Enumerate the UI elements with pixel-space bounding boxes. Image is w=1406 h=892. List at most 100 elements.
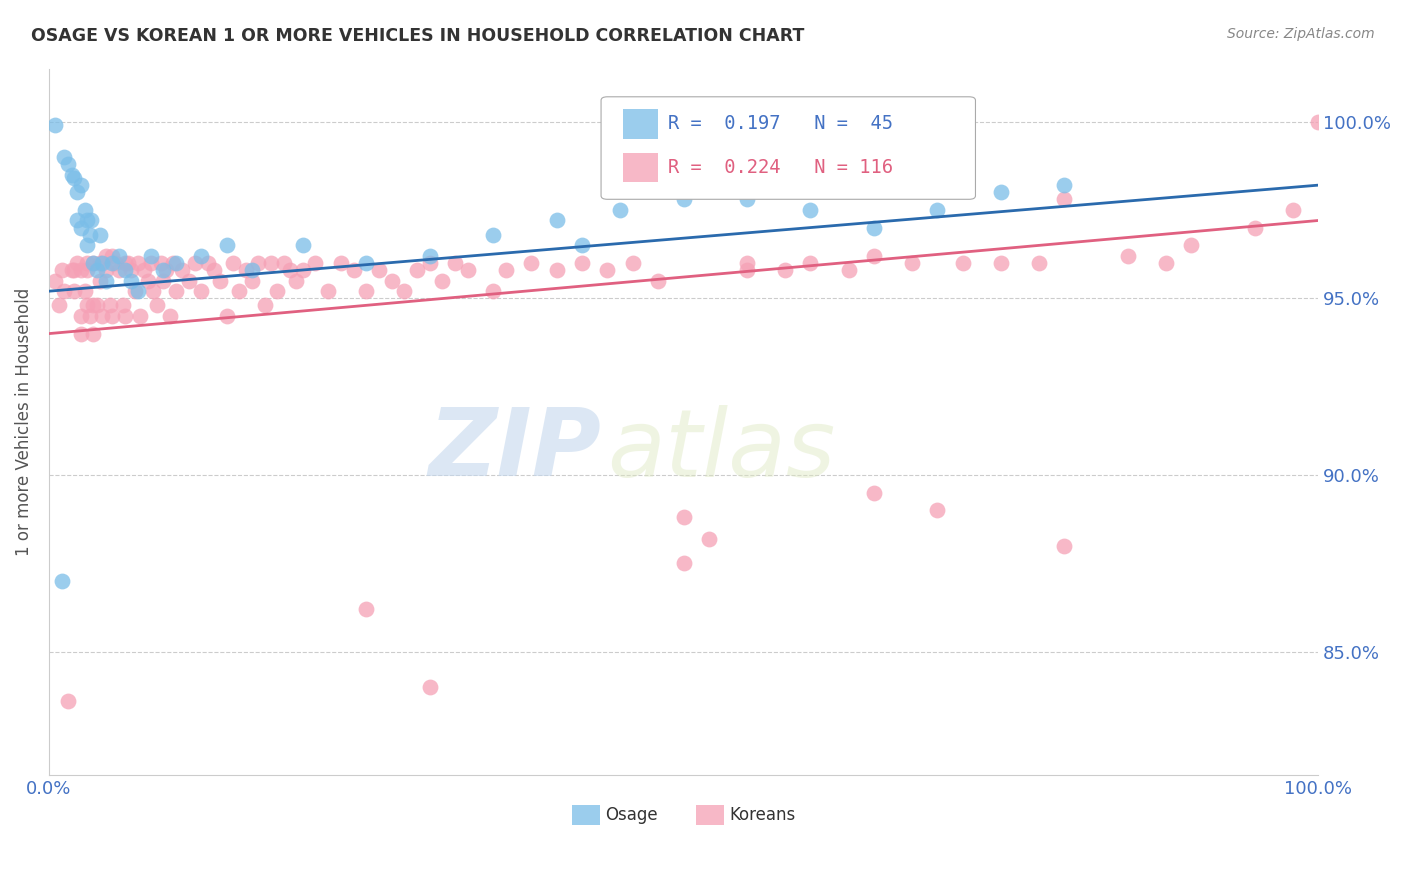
Point <box>82 326 104 341</box>
Point <box>799 256 821 270</box>
Point <box>1281 202 1303 217</box>
Point <box>139 249 162 263</box>
Point <box>1308 114 1330 128</box>
Point <box>76 238 98 252</box>
Point <box>101 249 124 263</box>
Point <box>69 326 91 341</box>
Point <box>356 284 378 298</box>
Point <box>134 263 156 277</box>
Point <box>82 256 104 270</box>
Point <box>482 227 505 242</box>
Point <box>142 284 165 298</box>
Point <box>76 263 98 277</box>
Point <box>253 298 276 312</box>
Point <box>51 574 73 588</box>
Point <box>91 256 114 270</box>
Point <box>419 256 441 270</box>
Point <box>190 284 212 298</box>
Point <box>162 256 184 270</box>
Point <box>190 249 212 263</box>
Point <box>60 168 83 182</box>
Point <box>56 694 79 708</box>
Point <box>901 256 924 270</box>
Point <box>444 256 467 270</box>
Point <box>952 256 974 270</box>
Point <box>79 227 101 242</box>
Point <box>342 263 364 277</box>
Point <box>101 256 124 270</box>
Point <box>266 284 288 298</box>
Point <box>609 202 631 217</box>
Point <box>76 256 98 270</box>
Point <box>697 532 720 546</box>
Point <box>838 263 860 277</box>
Point <box>89 227 111 242</box>
Point <box>278 263 301 277</box>
Point <box>1053 178 1076 193</box>
Point <box>129 309 152 323</box>
Point <box>76 298 98 312</box>
Point <box>107 263 129 277</box>
Text: OSAGE VS KOREAN 1 OR MORE VEHICLES IN HOUSEHOLD CORRELATION CHART: OSAGE VS KOREAN 1 OR MORE VEHICLES IN HO… <box>31 27 804 45</box>
Point <box>127 284 149 298</box>
Point <box>240 274 263 288</box>
Point <box>63 171 86 186</box>
Y-axis label: 1 or more Vehicles in Household: 1 or more Vehicles in Household <box>15 288 32 556</box>
Text: Source: ZipAtlas.com: Source: ZipAtlas.com <box>1227 27 1375 41</box>
Point <box>419 680 441 694</box>
Point <box>1028 256 1050 270</box>
Point <box>91 309 114 323</box>
Point <box>209 274 232 288</box>
Point <box>177 274 200 288</box>
Point <box>60 263 83 277</box>
Point <box>86 298 108 312</box>
Point <box>98 298 121 312</box>
Point <box>159 309 181 323</box>
Point <box>596 263 619 277</box>
Point <box>114 256 136 270</box>
Point <box>381 274 404 288</box>
Point <box>172 263 194 277</box>
Point <box>773 263 796 277</box>
Point <box>197 256 219 270</box>
Point <box>735 192 758 206</box>
Point <box>1243 220 1265 235</box>
Point <box>76 213 98 227</box>
Point <box>927 503 949 517</box>
Point <box>495 263 517 277</box>
Point <box>152 274 174 288</box>
Point <box>316 284 339 298</box>
Point <box>735 256 758 270</box>
Point <box>111 298 134 312</box>
Point <box>419 249 441 263</box>
Point <box>82 256 104 270</box>
Point <box>44 118 66 132</box>
Point <box>69 178 91 193</box>
Point <box>121 274 143 288</box>
Point <box>1154 256 1177 270</box>
Point <box>69 309 91 323</box>
Point <box>863 485 886 500</box>
Point <box>215 238 238 252</box>
Point <box>621 256 644 270</box>
Point <box>127 256 149 270</box>
Point <box>44 274 66 288</box>
Point <box>149 256 172 270</box>
Point <box>329 256 352 270</box>
Point <box>117 256 139 270</box>
Point <box>89 274 111 288</box>
Point <box>66 185 89 199</box>
Point <box>107 249 129 263</box>
Point <box>240 263 263 277</box>
Point <box>53 150 76 164</box>
Point <box>94 263 117 277</box>
Point <box>235 263 257 277</box>
Point <box>291 238 314 252</box>
Point <box>48 298 70 312</box>
Text: Koreans: Koreans <box>730 806 796 824</box>
Point <box>94 274 117 288</box>
Point <box>155 263 177 277</box>
Point <box>146 298 169 312</box>
Point <box>571 238 593 252</box>
Point <box>184 256 207 270</box>
